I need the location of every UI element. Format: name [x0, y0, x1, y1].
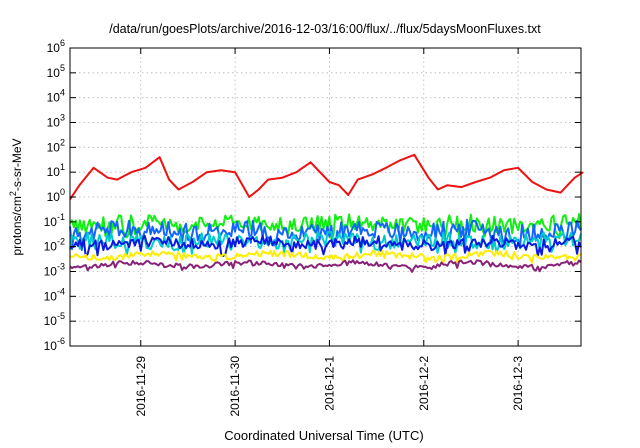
- y-tick-label: 101: [47, 162, 65, 179]
- x-tick-label: 2016-12-2: [417, 356, 431, 411]
- x-tick-label: 2016-11-30: [228, 356, 242, 417]
- y-axis: 10-6 10-5 10-4 10-3 10-2 10-1 100 101 102 103 104 1…: [44, 38, 581, 353]
- grid-lines: [70, 48, 581, 346]
- chart-title: /data/run/goesPlots/archive/2016-12-03/1…: [109, 22, 541, 36]
- y-tick-label: 103: [47, 113, 65, 130]
- y-label-base: protons/cm: [10, 196, 24, 255]
- y-label-rest: -s-sr-MeV: [10, 138, 24, 191]
- series-line-2: [69, 218, 582, 251]
- y-tick-label: 10-4: [44, 286, 65, 303]
- series-line-0: [69, 153, 584, 200]
- x-tick-label: 2016-12-3: [511, 356, 525, 411]
- series-line-4: [69, 234, 582, 258]
- y-tick-label: 104: [47, 88, 65, 105]
- y-axis-label: protons/cm2-s-sr-MeV: [8, 138, 24, 255]
- y-tick-label: 10-1: [44, 212, 65, 229]
- y-tick-label: 102: [47, 137, 65, 154]
- y-tick-label: 10-5: [44, 311, 65, 328]
- x-axis: 2016-11-29 2016-11-30 2016-12-1 2016-12-2 20…: [134, 48, 525, 417]
- y-tick-label: 10-2: [44, 237, 65, 254]
- y-tick-label: 10-6: [44, 336, 65, 353]
- series-line-5: [69, 249, 582, 264]
- y-tick-label: 100: [47, 187, 65, 204]
- x-tick-label: 2016-11-29: [134, 356, 148, 417]
- y-tick-label: 105: [47, 63, 65, 80]
- x-axis-label: Coordinated Universal Time (UTC): [224, 428, 423, 443]
- series-group: [69, 153, 584, 273]
- y-tick-label: 10-3: [44, 262, 65, 279]
- y-tick-label: 106: [47, 38, 65, 55]
- series-line-6: [69, 259, 582, 273]
- x-tick-label: 2016-12-1: [322, 356, 336, 411]
- y-label-sup: 2: [8, 191, 18, 196]
